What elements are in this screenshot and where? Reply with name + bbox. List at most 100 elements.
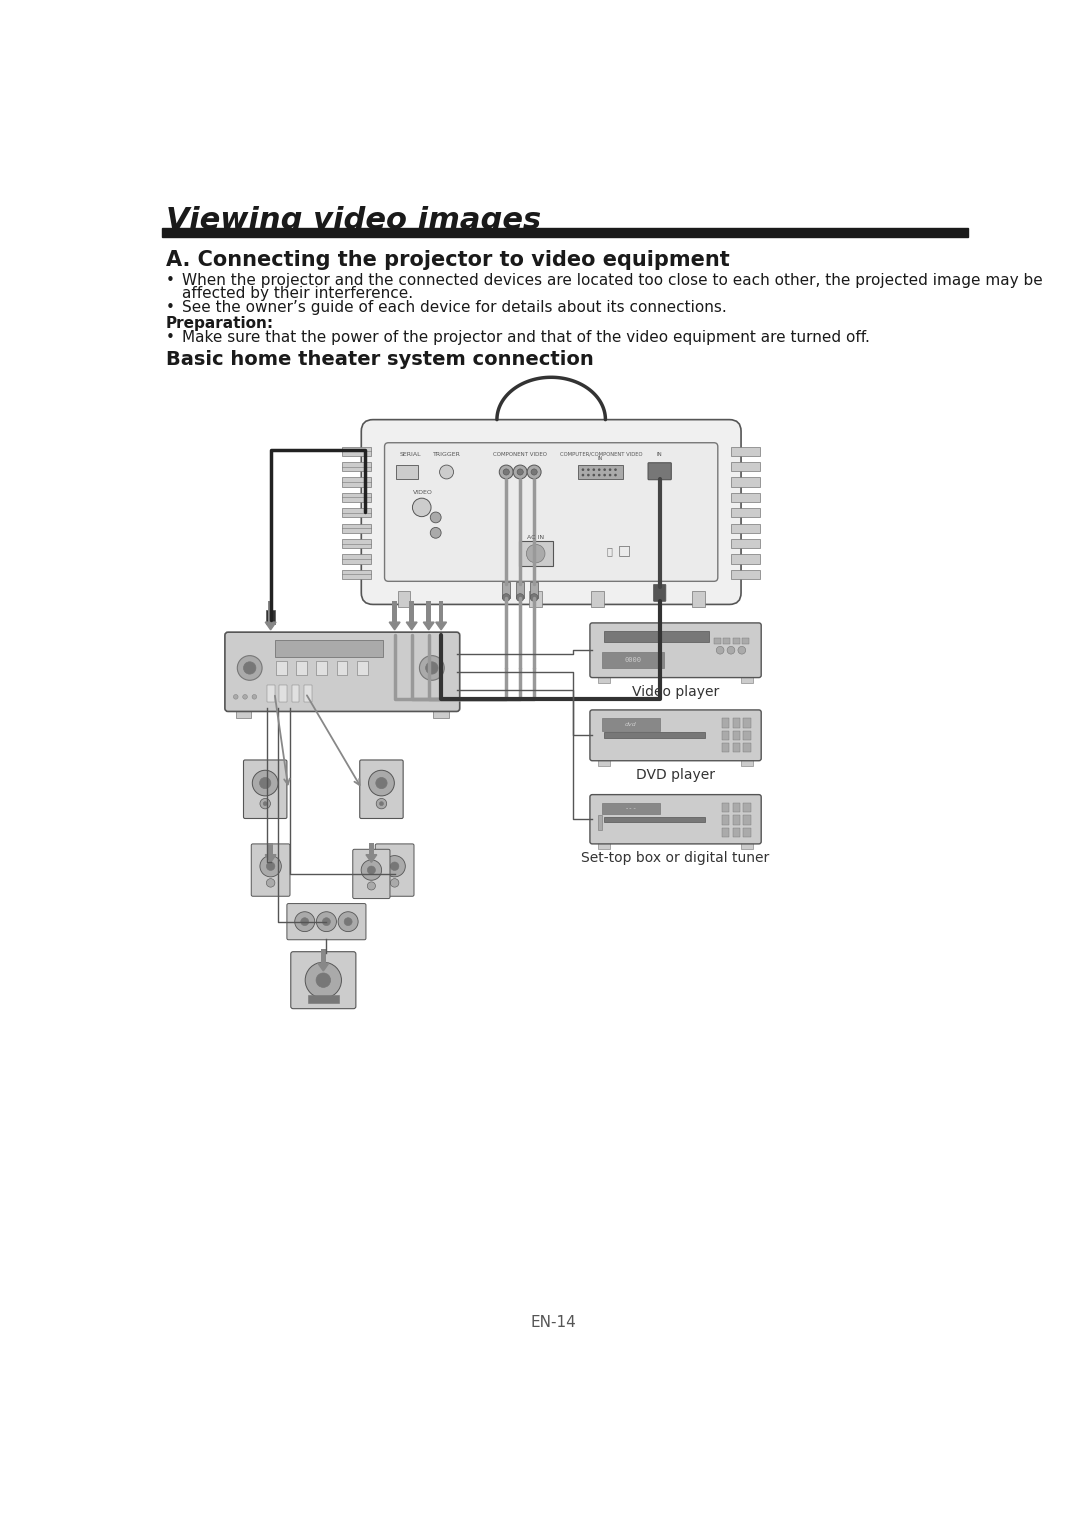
Text: Viewing video images: Viewing video images — [166, 206, 541, 235]
Circle shape — [316, 912, 337, 931]
Text: EN-14: EN-14 — [530, 1315, 577, 1330]
Bar — [518, 541, 553, 567]
Bar — [409, 600, 414, 621]
Circle shape — [253, 770, 278, 796]
Bar — [731, 508, 760, 518]
Bar — [597, 757, 610, 767]
Circle shape — [259, 777, 271, 788]
Circle shape — [738, 646, 745, 654]
Bar — [529, 591, 542, 606]
Circle shape — [440, 466, 454, 479]
Bar — [692, 591, 704, 606]
Bar — [721, 803, 729, 812]
FancyBboxPatch shape — [653, 585, 666, 602]
Bar — [741, 673, 754, 683]
FancyBboxPatch shape — [353, 849, 390, 898]
Bar — [342, 478, 372, 487]
Text: dvd: dvd — [625, 722, 637, 727]
Text: •: • — [166, 299, 175, 315]
Circle shape — [516, 594, 524, 602]
Bar — [369, 843, 374, 855]
Bar — [337, 661, 348, 675]
Bar — [578, 466, 623, 479]
Bar — [741, 840, 754, 849]
Polygon shape — [423, 621, 434, 629]
Circle shape — [361, 860, 381, 880]
Circle shape — [390, 878, 399, 887]
Circle shape — [727, 646, 734, 654]
Circle shape — [430, 512, 441, 522]
FancyBboxPatch shape — [225, 632, 460, 712]
Bar — [743, 815, 751, 825]
FancyBboxPatch shape — [384, 443, 718, 582]
Circle shape — [526, 544, 545, 563]
Bar — [732, 815, 740, 825]
Circle shape — [243, 661, 256, 673]
Bar — [602, 803, 660, 814]
Text: Set-top box or digital tuner: Set-top box or digital tuner — [581, 851, 770, 864]
Polygon shape — [406, 621, 417, 629]
Bar — [316, 661, 327, 675]
Bar — [292, 686, 299, 702]
Bar — [438, 600, 444, 621]
Bar — [731, 446, 760, 457]
Bar — [279, 686, 287, 702]
Bar — [721, 718, 729, 728]
Bar — [743, 803, 751, 812]
Bar — [274, 640, 383, 657]
Circle shape — [243, 695, 247, 699]
Circle shape — [531, 469, 537, 475]
Bar — [602, 718, 660, 731]
Bar — [604, 733, 704, 739]
Bar — [268, 600, 273, 621]
FancyBboxPatch shape — [291, 951, 356, 1009]
Bar — [308, 994, 339, 1003]
FancyBboxPatch shape — [590, 794, 761, 844]
Bar — [731, 570, 760, 579]
Text: DVD player: DVD player — [636, 768, 715, 782]
Text: Basic home theater system connection: Basic home theater system connection — [166, 350, 594, 370]
Circle shape — [426, 661, 438, 673]
Bar — [342, 446, 372, 457]
Circle shape — [376, 777, 387, 788]
Text: □: □ — [618, 544, 632, 557]
Circle shape — [716, 646, 724, 654]
Polygon shape — [366, 855, 377, 863]
Text: 0000: 0000 — [624, 657, 642, 663]
Circle shape — [513, 466, 527, 479]
Circle shape — [264, 802, 267, 806]
Circle shape — [260, 855, 281, 876]
Polygon shape — [266, 621, 276, 629]
FancyBboxPatch shape — [252, 844, 291, 896]
Bar — [397, 591, 410, 606]
Circle shape — [530, 594, 538, 602]
Circle shape — [390, 861, 399, 870]
FancyBboxPatch shape — [590, 710, 761, 760]
FancyBboxPatch shape — [243, 760, 287, 818]
Text: •: • — [166, 330, 175, 345]
Bar — [731, 463, 760, 472]
Polygon shape — [266, 855, 276, 863]
Bar — [731, 524, 760, 533]
Polygon shape — [318, 964, 328, 971]
FancyBboxPatch shape — [287, 904, 366, 939]
Circle shape — [376, 799, 387, 809]
Circle shape — [379, 802, 383, 806]
Circle shape — [295, 912, 314, 931]
Text: When the projector and the connected devices are located too close to each other: When the projector and the connected dev… — [181, 273, 1042, 289]
Bar — [742, 638, 748, 644]
Bar — [235, 707, 252, 718]
Bar — [721, 731, 729, 741]
Bar — [732, 803, 740, 812]
Bar — [342, 524, 372, 533]
Bar — [743, 718, 751, 728]
Bar — [604, 631, 708, 643]
Text: IN: IN — [657, 452, 662, 457]
Text: VIDEO: VIDEO — [414, 490, 433, 495]
Text: Preparation:: Preparation: — [166, 316, 274, 331]
Text: Make sure that the power of the projector and that of the video equipment are tu: Make sure that the power of the projecto… — [181, 330, 869, 345]
Bar — [732, 731, 740, 741]
Circle shape — [502, 594, 510, 602]
Circle shape — [413, 498, 431, 516]
Circle shape — [238, 655, 262, 680]
